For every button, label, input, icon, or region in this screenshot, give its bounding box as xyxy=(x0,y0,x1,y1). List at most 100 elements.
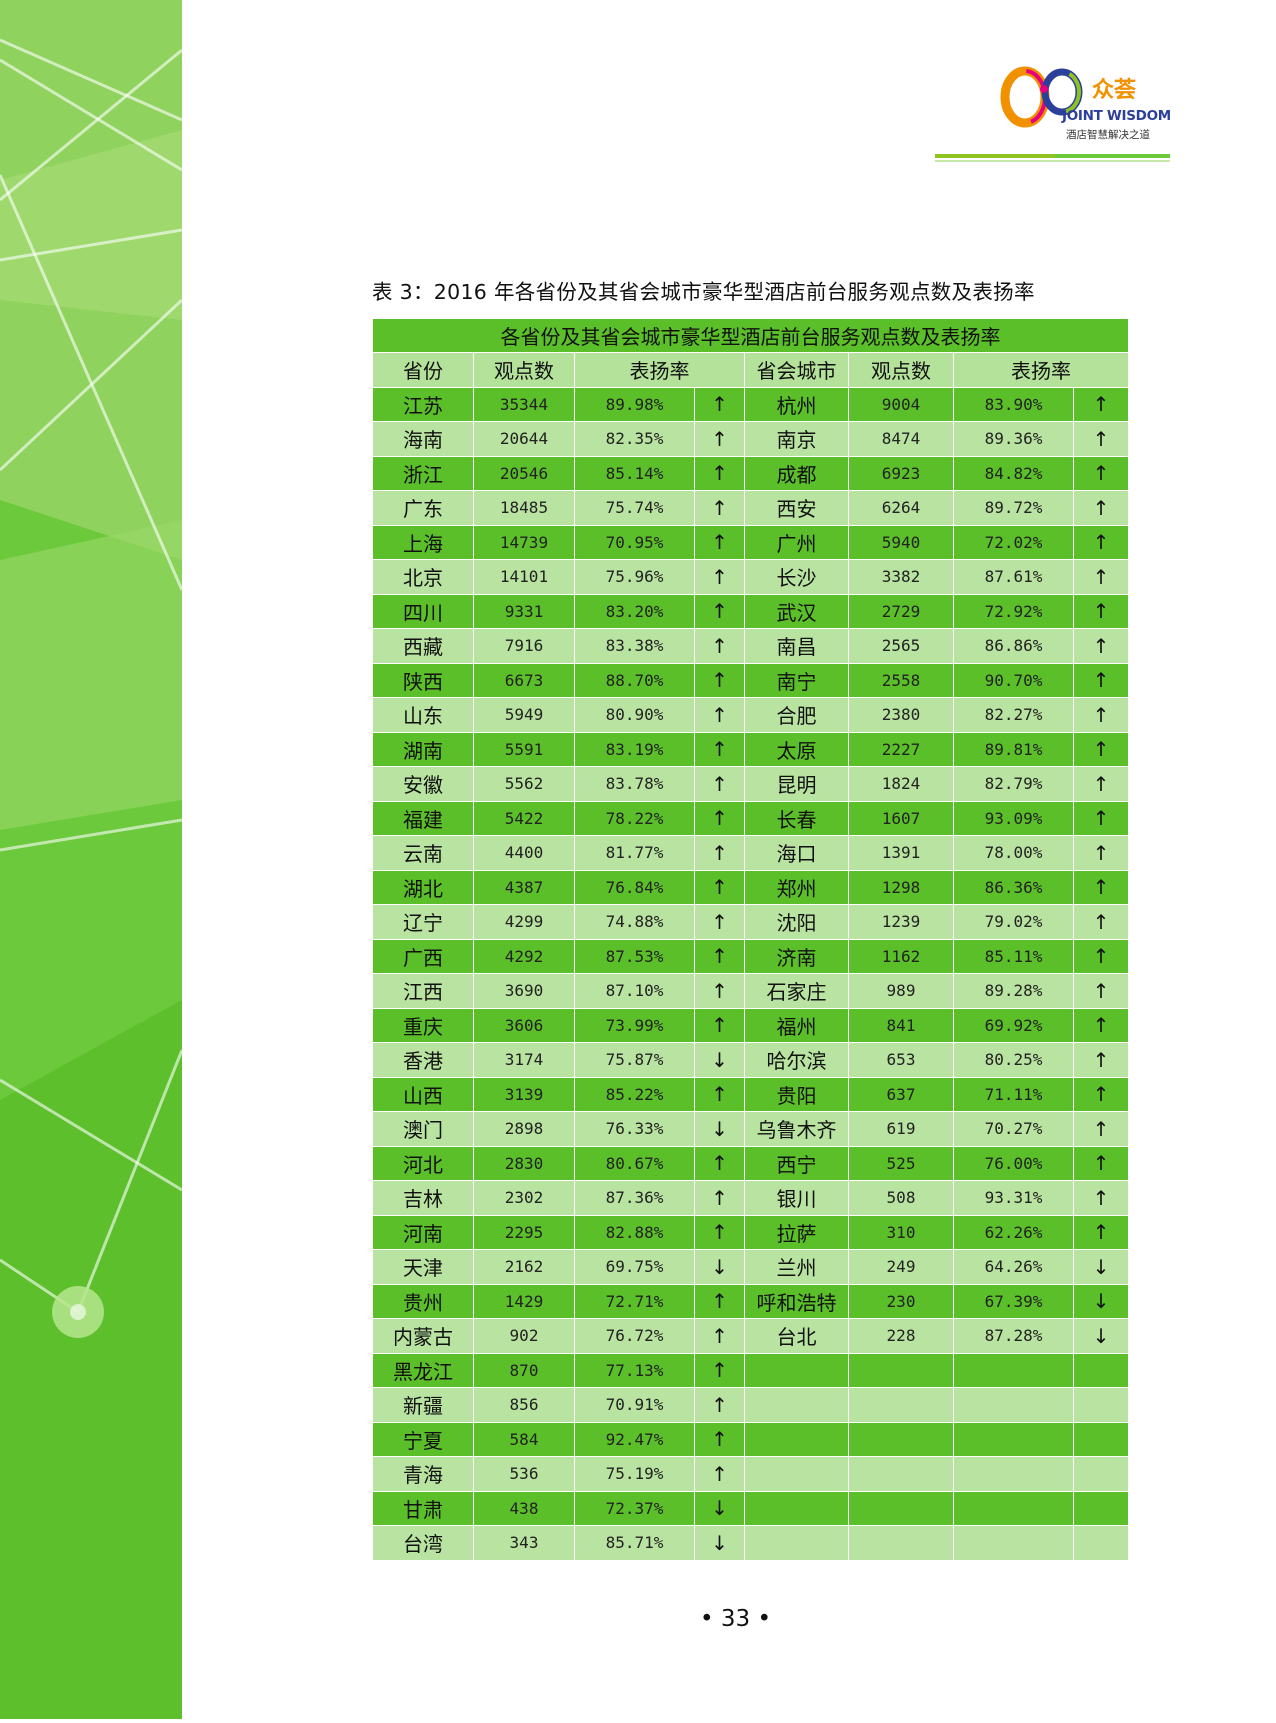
cell-city-trend-arrow: ↑ xyxy=(1073,697,1129,733)
cell-province-count: 9331 xyxy=(473,593,575,629)
cell-province-rate: 76.84% xyxy=(574,869,695,905)
cell-province-count: 20546 xyxy=(473,455,575,491)
cell-province-rate: 87.36% xyxy=(574,1180,695,1216)
cell-province-rate: 80.67% xyxy=(574,1145,695,1181)
table-row: 江西 3690 87.10% ↑ 石家庄 989 89.28% ↑ xyxy=(372,973,1129,1009)
cell-city: 南宁 xyxy=(744,662,849,698)
cell-province-trend-arrow: ↑ xyxy=(694,938,745,974)
cell-province-rate: 81.77% xyxy=(574,835,695,871)
cell-province-trend-arrow: ↓ xyxy=(694,1525,745,1561)
table-row: 重庆 3606 73.99% ↑ 福州 841 69.92% ↑ xyxy=(372,1007,1129,1043)
cell-province-trend-arrow: ↑ xyxy=(694,1352,745,1388)
cell-city-count: 2565 xyxy=(848,628,954,664)
cell-province: 澳门 xyxy=(372,1111,474,1147)
cell-city-count: 619 xyxy=(848,1111,954,1147)
cell-city xyxy=(744,1387,849,1423)
brand-tagline: 酒店智慧解决之道 xyxy=(1066,129,1150,141)
table-caption: 表 3：2016 年各省份及其省会城市豪华型酒店前台服务观点数及表扬率 xyxy=(372,280,1035,304)
cell-city-count: 637 xyxy=(848,1076,954,1112)
cell-city-rate: 93.09% xyxy=(953,800,1074,836)
cell-province: 安徽 xyxy=(372,766,474,802)
brand-name-en: JOINT WISDOM xyxy=(1062,108,1171,124)
cell-province-rate: 75.19% xyxy=(574,1456,695,1492)
cell-province-rate: 88.70% xyxy=(574,662,695,698)
cell-province-trend-arrow: ↑ xyxy=(694,697,745,733)
cell-province-rate: 70.91% xyxy=(574,1387,695,1423)
cell-city-count xyxy=(848,1421,954,1457)
cell-city: 杭州 xyxy=(744,386,849,422)
cell-province-rate: 83.20% xyxy=(574,593,695,629)
cell-city: 乌鲁木齐 xyxy=(744,1111,849,1147)
header-province: 省份 xyxy=(372,352,474,388)
cell-city: 拉萨 xyxy=(744,1214,849,1250)
cell-province-rate: 78.22% xyxy=(574,800,695,836)
cell-city-trend-arrow: ↑ xyxy=(1073,1180,1129,1216)
cell-province-rate: 89.98% xyxy=(574,386,695,422)
table-row: 湖北 4387 76.84% ↑ 郑州 1298 86.36% ↑ xyxy=(372,869,1129,905)
cell-city-count: 1607 xyxy=(848,800,954,836)
cell-city-count: 9004 xyxy=(848,386,954,422)
cell-province: 浙江 xyxy=(372,455,474,491)
cell-city-trend-arrow xyxy=(1073,1525,1129,1561)
cell-province: 河南 xyxy=(372,1214,474,1250)
cell-province-rate: 70.95% xyxy=(574,524,695,560)
cell-city-count: 525 xyxy=(848,1145,954,1181)
cell-province: 山东 xyxy=(372,697,474,733)
cell-province-count: 438 xyxy=(473,1490,575,1526)
cell-province: 天津 xyxy=(372,1249,474,1285)
cell-city-trend-arrow: ↑ xyxy=(1073,1076,1129,1112)
cell-city: 广州 xyxy=(744,524,849,560)
data-table-container: 各省份及其省会城市豪华型酒店前台服务观点数及表扬率 省份 观点数 表扬率 省会城… xyxy=(372,318,1129,1561)
cell-province-count: 5591 xyxy=(473,731,575,767)
cell-province: 海南 xyxy=(372,421,474,457)
cell-province-rate: 87.10% xyxy=(574,973,695,1009)
cell-province-trend-arrow: ↑ xyxy=(694,1456,745,1492)
cell-city: 南京 xyxy=(744,421,849,457)
table-body: 江苏 35344 89.98% ↑ 杭州 9004 83.90% ↑ 海南 20644 82.35%… xyxy=(372,386,1129,1561)
cell-city xyxy=(744,1525,849,1561)
table-row: 山西 3139 85.22% ↑ 贵阳 637 71.11% ↑ xyxy=(372,1076,1129,1112)
table-row: 江苏 35344 89.98% ↑ 杭州 9004 83.90% ↑ xyxy=(372,386,1129,422)
cell-city xyxy=(744,1490,849,1526)
cell-city-trend-arrow: ↑ xyxy=(1073,1042,1129,1078)
cell-city xyxy=(744,1352,849,1388)
cell-city-rate: 70.27% xyxy=(953,1111,1074,1147)
cell-province: 湖南 xyxy=(372,731,474,767)
cell-city-trend-arrow: ↑ xyxy=(1073,973,1129,1009)
cell-city-trend-arrow: ↑ xyxy=(1073,904,1129,940)
cell-province: 甘肃 xyxy=(372,1490,474,1526)
cell-city-count: 1298 xyxy=(848,869,954,905)
cell-province-rate: 87.53% xyxy=(574,938,695,974)
cell-province-count: 5422 xyxy=(473,800,575,836)
cell-city: 南昌 xyxy=(744,628,849,664)
cell-province-count: 902 xyxy=(473,1318,575,1354)
brand-logo: 众荟 JOINT WISDOM 酒店智慧解决之道 xyxy=(1000,52,1180,162)
cell-city-trend-arrow: ↑ xyxy=(1073,593,1129,629)
cell-city-count: 1824 xyxy=(848,766,954,802)
cell-province-trend-arrow: ↑ xyxy=(694,421,745,457)
cell-city-rate xyxy=(953,1352,1074,1388)
cell-city-count xyxy=(848,1456,954,1492)
cell-province-count: 4292 xyxy=(473,938,575,974)
cell-province: 贵州 xyxy=(372,1283,474,1319)
table-row: 黑龙江 870 77.13% ↑ xyxy=(372,1352,1129,1388)
table-row: 福建 5422 78.22% ↑ 长春 1607 93.09% ↑ xyxy=(372,800,1129,836)
cell-city-trend-arrow: ↑ xyxy=(1073,766,1129,802)
cell-province-count: 536 xyxy=(473,1456,575,1492)
cell-city-rate: 86.86% xyxy=(953,628,1074,664)
cell-city-trend-arrow: ↑ xyxy=(1073,490,1129,526)
cell-city-rate: 71.11% xyxy=(953,1076,1074,1112)
cell-city-rate: 69.92% xyxy=(953,1007,1074,1043)
table-row: 四川 9331 83.20% ↑ 武汉 2729 72.92% ↑ xyxy=(372,593,1129,629)
cell-province-count: 3139 xyxy=(473,1076,575,1112)
cell-province: 江西 xyxy=(372,973,474,1009)
cell-city-trend-arrow: ↑ xyxy=(1073,731,1129,767)
cell-city-count: 1162 xyxy=(848,938,954,974)
header-city: 省会城市 xyxy=(744,352,849,388)
cell-city xyxy=(744,1421,849,1457)
cell-city-trend-arrow: ↑ xyxy=(1073,628,1129,664)
table-row: 河南 2295 82.88% ↑ 拉萨 310 62.26% ↑ xyxy=(372,1214,1129,1250)
cell-province-rate: 85.14% xyxy=(574,455,695,491)
cell-city-count: 2380 xyxy=(848,697,954,733)
cell-city-rate: 67.39% xyxy=(953,1283,1074,1319)
